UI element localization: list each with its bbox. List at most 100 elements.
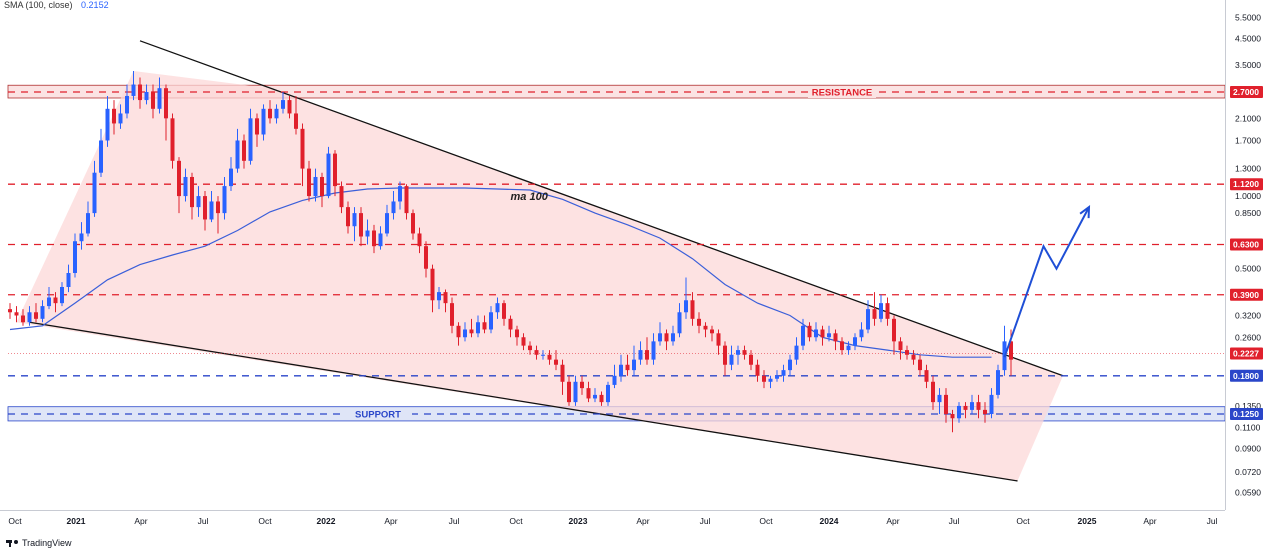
candle[interactable] (885, 297, 890, 326)
candle[interactable] (840, 337, 844, 355)
candle[interactable] (833, 329, 838, 351)
candle[interactable] (339, 181, 344, 214)
indicator-legend[interactable]: SMA (100, close) 0.2152 (4, 0, 109, 10)
candle[interactable] (404, 184, 409, 220)
candle[interactable] (963, 402, 968, 419)
candle[interactable] (209, 190, 214, 223)
candle[interactable] (723, 341, 727, 376)
candle[interactable] (866, 300, 870, 334)
candle[interactable] (482, 315, 487, 334)
candle[interactable] (502, 300, 506, 326)
candle[interactable] (684, 277, 688, 319)
candle[interactable] (606, 381, 610, 406)
candle[interactable] (469, 318, 474, 338)
candle[interactable] (131, 70, 136, 101)
candle[interactable] (118, 104, 123, 129)
candle[interactable] (365, 219, 370, 245)
candle[interactable] (235, 128, 240, 173)
candle[interactable] (385, 204, 389, 237)
candle[interactable] (398, 181, 402, 210)
candle[interactable] (151, 84, 155, 119)
candle[interactable] (547, 350, 552, 365)
candle[interactable] (521, 333, 526, 351)
candle[interactable] (112, 100, 116, 135)
candle[interactable] (970, 394, 974, 414)
candle[interactable] (749, 350, 753, 371)
candle[interactable] (333, 150, 337, 197)
candle[interactable] (892, 315, 896, 355)
candle[interactable] (430, 264, 435, 313)
candle[interactable] (619, 354, 623, 382)
candle[interactable] (638, 341, 643, 365)
candle[interactable] (957, 402, 961, 423)
candle[interactable] (144, 84, 149, 105)
candle[interactable] (287, 95, 292, 119)
candle[interactable] (105, 95, 110, 147)
candle[interactable] (183, 168, 188, 202)
candle[interactable] (417, 227, 422, 254)
candle[interactable] (905, 345, 909, 360)
candle[interactable] (573, 375, 578, 406)
candle[interactable] (898, 337, 903, 360)
candle[interactable] (820, 325, 825, 346)
candle[interactable] (456, 322, 461, 346)
candle[interactable] (177, 157, 181, 214)
candle[interactable] (580, 375, 584, 395)
candle[interactable] (411, 209, 415, 240)
candle[interactable] (307, 160, 311, 202)
candle[interactable] (560, 359, 565, 395)
candle[interactable] (554, 350, 558, 371)
candle[interactable] (541, 350, 545, 360)
candle[interactable] (703, 322, 708, 338)
candle[interactable] (300, 123, 305, 187)
candle[interactable] (879, 294, 883, 323)
candle[interactable] (931, 375, 935, 410)
candle[interactable] (918, 354, 922, 376)
candle[interactable] (125, 84, 129, 119)
candle[interactable] (313, 168, 318, 202)
candle[interactable] (996, 364, 1000, 399)
candle[interactable] (495, 297, 500, 319)
candle[interactable] (21, 309, 25, 326)
candle[interactable] (476, 315, 480, 338)
candle[interactable] (755, 359, 760, 382)
candle[interactable] (508, 315, 513, 338)
candle[interactable] (359, 207, 363, 247)
candle[interactable] (664, 329, 669, 351)
candle[interactable] (788, 354, 792, 376)
candle[interactable] (989, 388, 994, 419)
candle[interactable] (79, 222, 84, 250)
candle[interactable] (222, 176, 227, 220)
candle[interactable] (320, 172, 324, 208)
candle[interactable] (99, 128, 103, 177)
candle[interactable] (599, 391, 604, 406)
candle[interactable] (424, 241, 428, 278)
candle[interactable] (846, 341, 851, 355)
candle[interactable] (632, 345, 636, 376)
candle[interactable] (651, 333, 656, 365)
candle[interactable] (625, 354, 630, 376)
candle[interactable] (729, 345, 734, 371)
candle[interactable] (658, 322, 662, 346)
candle[interactable] (586, 381, 591, 403)
candle[interactable] (352, 207, 357, 242)
candle[interactable] (950, 409, 955, 433)
candle[interactable] (710, 325, 714, 342)
candle[interactable] (281, 92, 285, 114)
candle[interactable] (53, 292, 58, 313)
candle[interactable] (40, 300, 45, 323)
candle[interactable] (463, 322, 467, 342)
candle[interactable] (274, 104, 279, 124)
candle[interactable] (92, 160, 97, 217)
candle[interactable] (697, 312, 701, 334)
candle[interactable] (248, 108, 253, 165)
candle[interactable] (47, 286, 51, 310)
candle[interactable] (976, 394, 981, 419)
candle[interactable] (190, 172, 194, 220)
candle[interactable] (73, 233, 77, 278)
tradingview-logo[interactable]: TradingView (6, 538, 72, 548)
candle[interactable] (593, 388, 597, 403)
candle[interactable] (515, 325, 519, 346)
candle[interactable] (827, 325, 831, 342)
